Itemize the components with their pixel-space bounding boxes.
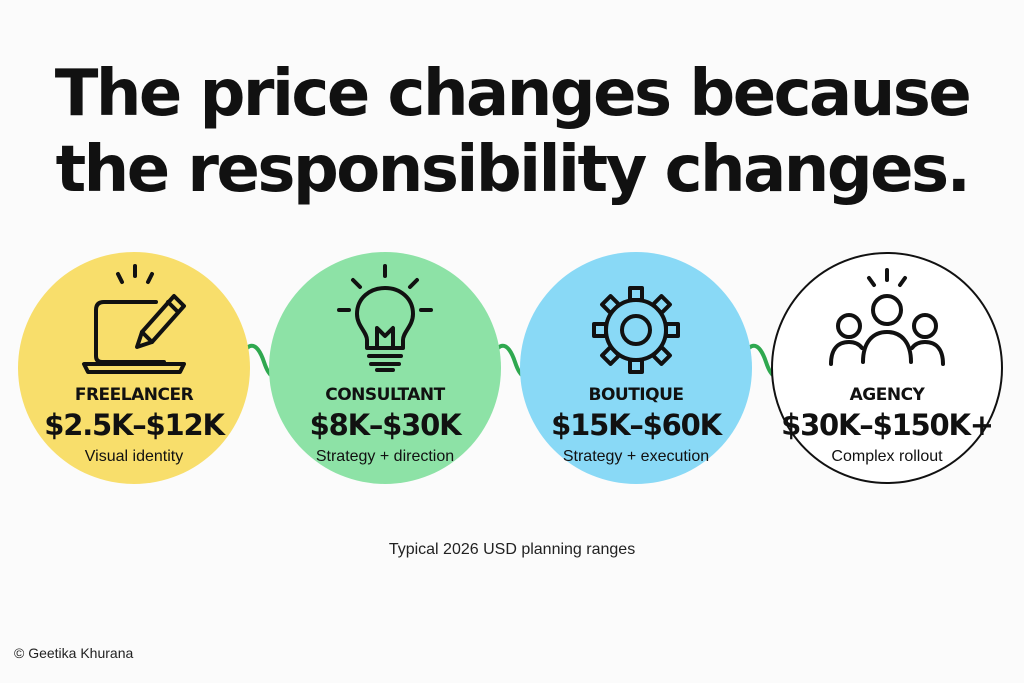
stage-description: Strategy + direction: [315, 448, 455, 465]
stage-description: Complex rollout: [831, 448, 943, 465]
copyright-credit: © Geetika Khurana: [14, 645, 134, 661]
laptop-pencil-icon: [82, 264, 186, 374]
stage-description: Visual identity: [84, 448, 184, 465]
headline-line-2: the responsibility changes.: [55, 133, 971, 207]
caption: Typical 2026 USD planning ranges: [388, 541, 636, 558]
stage-name: FREELANCER: [74, 385, 194, 405]
headline-line-1: The price changes because: [54, 57, 972, 131]
stage-agency: AGENCY $30K–$150K+ Complex rollout: [771, 252, 1003, 484]
stage-price: $30K–$150K+: [781, 408, 994, 442]
stage-name: CONSULTANT: [325, 385, 445, 405]
stage-boutique: BOUTIQUE $15K–$60K Strategy + execution: [520, 252, 752, 484]
team-icon: [829, 268, 945, 366]
stage-description: Strategy + execution: [562, 448, 710, 465]
stage-price: $2.5K–$12K: [44, 408, 225, 442]
stage-name: AGENCY: [849, 385, 925, 405]
stage-consultant: CONSULTANT $8K–$30K Strategy + direction: [269, 252, 501, 484]
lightbulb-icon: [337, 264, 433, 372]
stage-price: $15K–$60K: [551, 408, 722, 442]
stage-price: $8K–$30K: [309, 408, 462, 442]
gear-icon: [592, 286, 680, 374]
stage-freelancer: FREELANCER $2.5K–$12K Visual identity: [18, 252, 250, 484]
stage-name: BOUTIQUE: [588, 385, 684, 405]
